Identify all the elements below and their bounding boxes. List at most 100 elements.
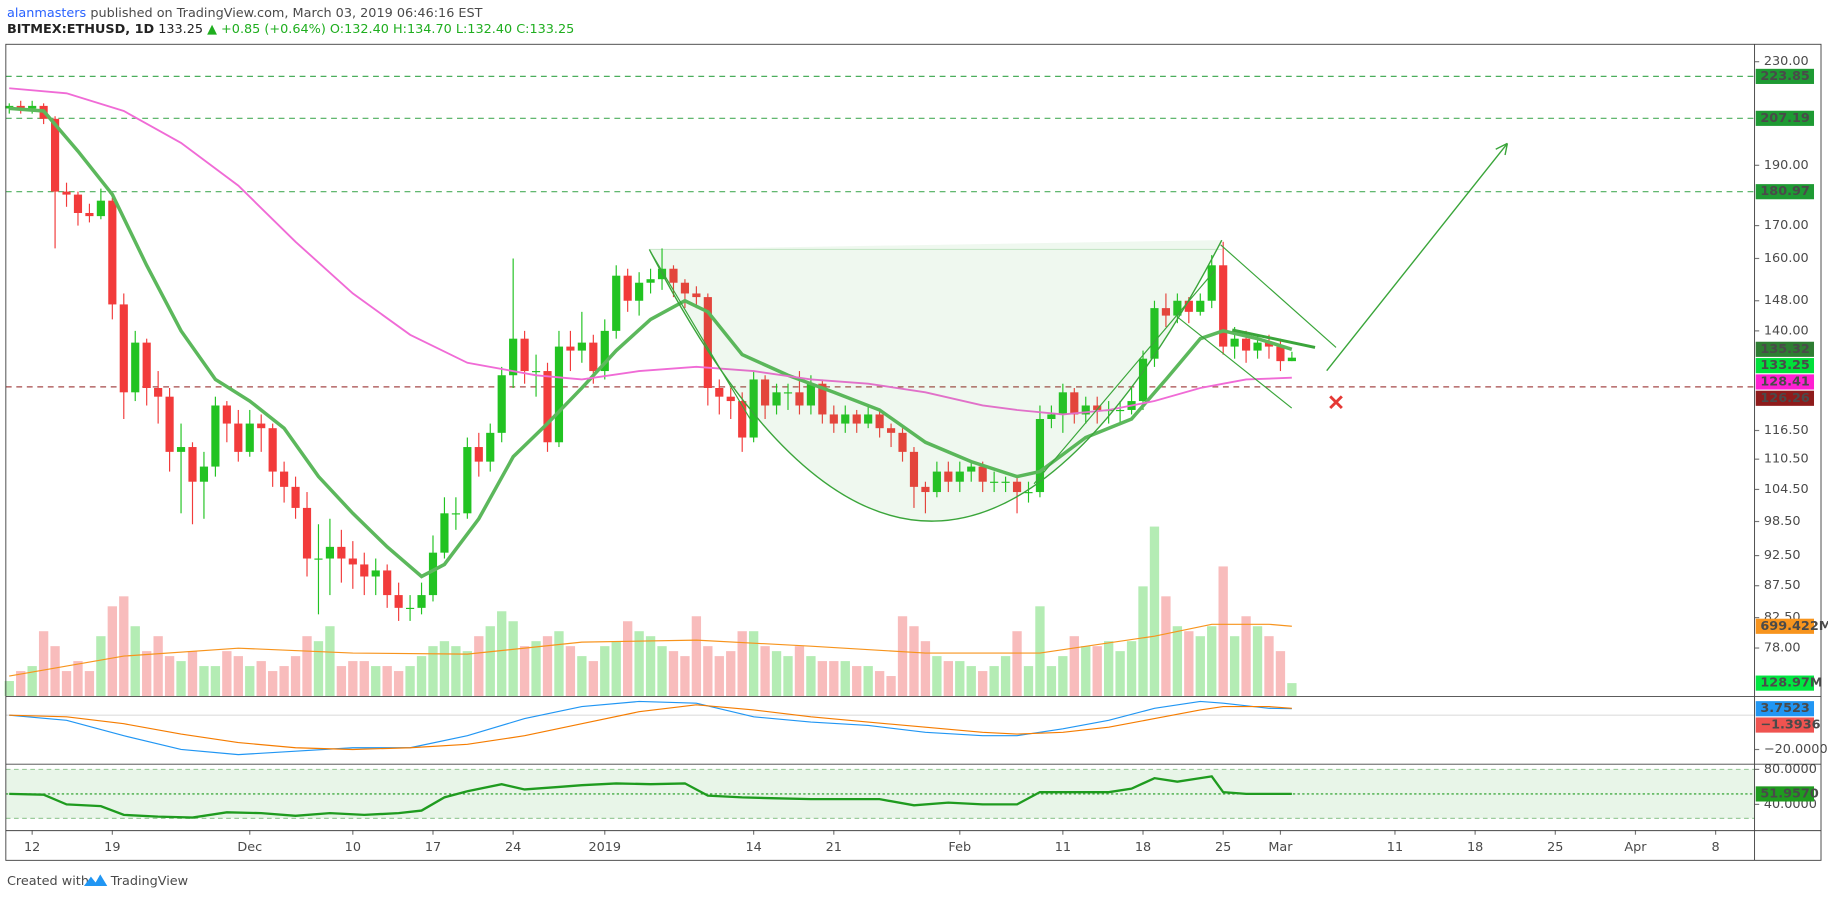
x-tick-label: 12	[24, 840, 40, 855]
volume-bar	[1195, 636, 1205, 696]
candle-body	[1035, 418, 1045, 493]
volume-bar	[840, 661, 850, 696]
volume-bar	[542, 636, 553, 696]
candle-body	[1116, 409, 1125, 412]
volume-bar	[222, 651, 232, 696]
candle-body	[154, 388, 163, 397]
candle-body	[451, 513, 460, 515]
candle-body	[990, 481, 999, 483]
price-label-bg	[1755, 717, 1815, 733]
candle-body	[543, 371, 552, 443]
volume-bar	[1287, 683, 1297, 696]
volume-bar	[714, 656, 724, 696]
candle-body	[257, 423, 266, 429]
volume-bar	[1149, 526, 1160, 696]
candle-body	[841, 414, 850, 424]
volume-bar	[302, 636, 312, 696]
volume-bar	[1264, 636, 1274, 696]
candle-body	[5, 105, 14, 109]
stop-mark	[1329, 395, 1343, 410]
volume-bar	[1058, 656, 1068, 696]
candle-body	[1230, 338, 1239, 347]
candle-body	[302, 507, 312, 559]
price-label: 128.97M	[1760, 676, 1822, 691]
candle-body	[967, 466, 976, 472]
candle-body	[646, 279, 655, 283]
candle-body	[715, 388, 724, 397]
volume-bar	[1115, 651, 1125, 696]
candle-body	[864, 414, 873, 424]
volume-bar	[451, 646, 461, 696]
volume-bar	[806, 656, 816, 696]
volume-bar	[1069, 636, 1079, 696]
candle-body	[188, 447, 197, 482]
volume-bar	[187, 651, 198, 696]
y-tick-label: 87.50	[1764, 578, 1801, 593]
x-tick-label: 2019	[588, 840, 621, 855]
candle-body	[1264, 342, 1274, 347]
candle-body	[1012, 481, 1022, 493]
price-label-bg	[1755, 675, 1815, 691]
volume-bar	[989, 666, 999, 696]
volume-bar	[863, 666, 873, 696]
volume-bar	[1081, 646, 1091, 696]
volume-bar	[508, 621, 518, 696]
candle-body	[1138, 358, 1148, 402]
candle-body	[1207, 265, 1216, 301]
logo	[83, 874, 108, 886]
volume-bar	[1035, 606, 1045, 696]
flag-channel	[1231, 328, 1316, 349]
trend-line	[650, 251, 753, 423]
price-label-bg	[1755, 110, 1815, 126]
volume-bar	[966, 666, 976, 696]
candle-body	[28, 105, 37, 109]
volume-bar	[416, 656, 427, 696]
candle-body	[417, 595, 426, 608]
price-label-bg	[1755, 184, 1815, 200]
candle-body	[1253, 342, 1262, 351]
volume-bar	[107, 606, 117, 696]
candle-body	[1070, 392, 1079, 415]
candle-body	[738, 401, 747, 438]
volume-bar	[267, 671, 278, 696]
volume-bar	[1023, 666, 1034, 696]
frame	[5, 43, 1822, 861]
candle-body	[749, 379, 758, 438]
author[interactable]: alanmasters	[7, 5, 87, 20]
candle-body	[142, 342, 151, 389]
x-tick-label: 17	[425, 840, 441, 855]
volume-bar	[256, 661, 266, 696]
candle-body	[383, 570, 392, 596]
candle-body	[360, 564, 369, 577]
volume-bar	[210, 666, 221, 696]
cup-arc	[648, 239, 1223, 522]
volume-bar	[600, 646, 610, 696]
y-tick-label: 160.00	[1764, 251, 1809, 266]
created-with: Created with	[7, 874, 89, 889]
candle-body	[852, 414, 861, 424]
candle-body	[50, 118, 60, 192]
volume-bar	[371, 666, 381, 696]
price-label-bg	[1755, 358, 1815, 374]
volume-bar	[920, 641, 931, 696]
price-label: 207.19	[1760, 111, 1810, 126]
volume-bar	[130, 626, 140, 696]
candle-body	[1024, 492, 1033, 494]
volume-bar	[565, 646, 576, 696]
candle-body	[531, 371, 541, 373]
volume-bar	[485, 626, 495, 696]
candle-body	[280, 471, 289, 487]
volume-bar	[27, 666, 37, 696]
candle-body	[692, 293, 701, 298]
volume-bar	[794, 646, 805, 696]
volume-bar	[176, 661, 186, 696]
x-tick-label: 8	[1712, 840, 1720, 855]
y-tick-label: 110.50	[1764, 452, 1809, 467]
brand[interactable]: TradingView	[110, 874, 188, 889]
x-tick-label: 19	[104, 840, 120, 855]
candle-body	[222, 405, 231, 424]
volume-bar	[38, 631, 49, 696]
volume-bar	[1126, 641, 1137, 696]
volume-bar	[748, 631, 759, 696]
volume-bar	[680, 656, 690, 696]
